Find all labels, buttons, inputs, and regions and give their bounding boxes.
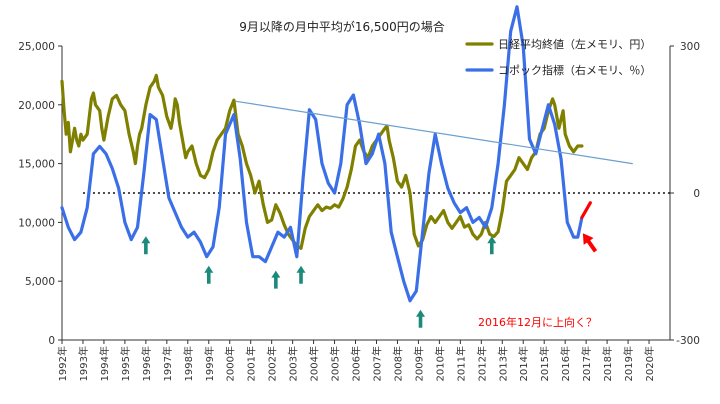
legend-label-nikkei: 日経平均終値（左メモリ、円）: [498, 37, 651, 51]
x-tick-label: 2011年: [454, 346, 467, 381]
x-tick-label: 2000年: [224, 346, 237, 381]
x-tick-label: 2018年: [601, 346, 614, 381]
x-tick-label: 2001年: [245, 346, 258, 381]
x-tick-label: 1998年: [182, 346, 195, 381]
x-tick-label: 2012年: [475, 346, 488, 381]
annotation-arrow: [582, 233, 598, 253]
bottom-arrow-marker: [487, 236, 497, 255]
x-tick-label: 1992年: [56, 346, 69, 381]
chart-title: 9月以降の月中平均が16,500円の場合: [239, 19, 445, 34]
legend-label-coppock: コポック指標（右メモリ、％）: [498, 63, 651, 77]
bottom-arrow-marker: [296, 265, 306, 284]
bottom-arrow-marker: [271, 270, 281, 289]
x-tick-label: 2014年: [517, 346, 530, 381]
x-tick-label: 2017年: [580, 346, 593, 381]
x-tick-label: 2002年: [266, 346, 279, 381]
right-tick-label: 300: [680, 41, 700, 53]
x-tick-label: 2007年: [370, 346, 383, 381]
x-tick-label: 2015年: [538, 346, 551, 381]
bottom-arrow-marker: [141, 236, 151, 255]
x-tick-label: 2019年: [622, 346, 635, 381]
x-tick-label: 2013年: [496, 346, 509, 381]
x-tick-label: 1997年: [161, 346, 174, 381]
x-tick-label: 2009年: [412, 346, 425, 381]
x-tick-label: 2020年: [643, 346, 656, 381]
x-tick-label: 2006年: [350, 346, 363, 381]
right-tick-label: 0: [693, 188, 700, 200]
x-tick-label: 2003年: [287, 346, 300, 381]
bottom-arrow-marker: [204, 265, 214, 284]
series-trend-line: [235, 100, 633, 165]
annotation-arrow-shape: [582, 233, 598, 253]
x-tick-label: 1996年: [140, 346, 153, 381]
x-tick-label: 1993年: [77, 346, 90, 381]
x-tick-label: 1995年: [119, 346, 132, 381]
x-tick-label: 1994年: [98, 346, 111, 381]
series-coppock-projection-line: [580, 201, 592, 220]
left-tick-label: 5,000: [25, 276, 55, 288]
series-coppock-line: [60, 5, 584, 303]
left-tick-label: 20,000: [18, 100, 55, 112]
x-tick-label: 2004年: [308, 346, 321, 381]
left-tick-label: 10,000: [18, 217, 55, 229]
bottom-arrow-marker: [416, 309, 426, 328]
right-tick-label: -300: [676, 335, 700, 347]
x-tick-label: 2008年: [391, 346, 404, 381]
x-tick-label: 2016年: [559, 346, 572, 381]
left-tick-label: 15,000: [18, 159, 55, 171]
left-tick-label: 25,000: [18, 41, 55, 53]
annotation-text: 2016年12月に上向く？: [478, 315, 597, 329]
x-tick-label: 2010年: [433, 346, 446, 381]
left-tick-label: 0: [48, 335, 55, 347]
x-tick-label: 2005年: [329, 346, 342, 381]
x-tick-label: 1999年: [203, 346, 216, 381]
